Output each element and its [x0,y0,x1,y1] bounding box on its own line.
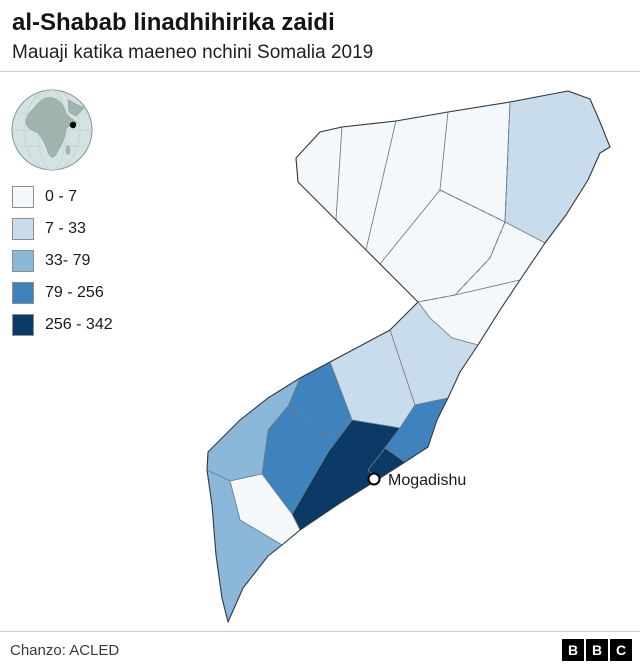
africa-landmass [25,97,78,158]
disputed-border [439,189,506,223]
disputed-border [504,101,511,223]
legend: 0 - 7 7 - 33 33- 79 79 - 256 256 - 342 [12,186,113,346]
mogadishu-label: Mogadishu [388,472,466,489]
legend-row: 256 - 342 [12,314,113,336]
bbc-logo-block: B [562,639,584,661]
legend-label: 33- 79 [45,252,91,269]
legend-swatch [12,250,34,272]
header-divider [0,71,640,72]
country-outline [206,90,611,623]
bbc-logo-block: B [586,639,608,661]
locator-globe [11,89,93,171]
legend-swatch [12,186,34,208]
somalia-choropleth-map: Mogadishu [206,90,611,623]
legend-label: 256 - 342 [45,316,113,333]
bbc-logo-block: C [610,639,632,661]
legend-row: 7 - 33 [12,218,113,240]
legend-row: 79 - 256 [12,282,113,304]
legend-swatch [12,218,34,240]
legend-label: 79 - 256 [45,284,104,301]
legend-label: 7 - 33 [45,220,86,237]
page-title: al-Shabab linadhihirika zaidi [12,9,335,36]
region-awdal [295,126,343,221]
disputed-border [417,221,506,303]
legend-swatch [12,314,34,336]
page-subtitle: Mauaji katika maeneo nchini Somalia 2019 [12,41,374,63]
header: al-Shabab linadhihirika zaidi Mauaji kat… [0,0,640,64]
legend-row: 33- 79 [12,250,113,272]
madagascar-landmass [65,145,71,155]
arabia-landmass [67,99,85,117]
legend-row: 0 - 7 [12,186,113,208]
mogadishu-marker [367,472,381,486]
somalia-location-dot [69,121,77,129]
legend-swatch [12,282,34,304]
source-credit: Chanzo: ACLED [10,641,120,659]
legend-label: 0 - 7 [45,188,78,205]
